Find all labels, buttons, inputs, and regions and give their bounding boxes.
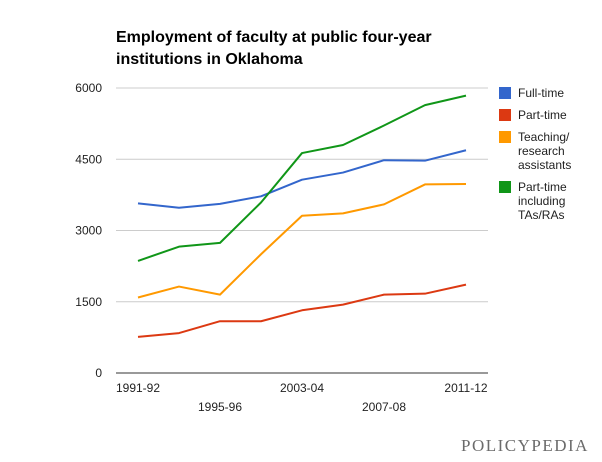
series-line-3 — [137, 182, 467, 299]
y-tick-label: 3000 — [75, 224, 102, 238]
chart-title: Employment of faculty at public four-yea… — [116, 27, 496, 71]
legend-label: Full-time — [518, 86, 565, 100]
legend-item-3: Teaching/ research assistants — [499, 130, 599, 172]
legend-item-2: Part-time — [499, 108, 599, 122]
legend-label: Part-time — [518, 108, 567, 122]
y-tick-label: 4500 — [75, 152, 102, 166]
x-tick-label: 2003-04 — [280, 381, 324, 395]
x-tick-label: 2011-12 — [444, 381, 487, 395]
gridlines — [116, 87, 488, 374]
series-line-2 — [137, 283, 467, 338]
x-axis-ticks: 1991-92 2003-04 2011-12 1995-96 2007-08 — [116, 381, 488, 414]
x-tick-label: 2007-08 — [362, 400, 406, 414]
legend: Full-time Part-time Teaching/ research ass… — [499, 86, 599, 230]
chart-title-line-2: institutions in Oklahoma — [116, 51, 303, 68]
legend-label: Part-time including TAs/RAs — [518, 180, 567, 222]
legend-item-1: Full-time — [499, 86, 599, 100]
legend-item-4: Part-time including TAs/RAs — [499, 180, 599, 222]
chart-title-line-1: Employment of faculty at public four-yea… — [116, 29, 432, 46]
y-tick-label: 1500 — [75, 295, 102, 309]
y-tick-label: 6000 — [75, 81, 102, 95]
legend-swatch — [499, 131, 511, 143]
legend-swatch — [499, 181, 511, 193]
policypedia-logo: POLICYPEDIA — [461, 436, 589, 455]
x-tick-label: 1991-92 — [116, 381, 160, 395]
series-line-4 — [137, 94, 467, 262]
legend-label: Teaching/ research assistants — [518, 130, 572, 172]
legend-swatch — [499, 87, 511, 99]
y-axis-ticks: 0 1500 3000 4500 6000 — [75, 81, 102, 380]
x-tick-label: 1995-96 — [198, 400, 242, 414]
series-line-1 — [137, 149, 467, 209]
legend-swatch — [499, 109, 511, 121]
series-lines — [137, 94, 467, 338]
y-tick-label: 0 — [95, 366, 102, 380]
